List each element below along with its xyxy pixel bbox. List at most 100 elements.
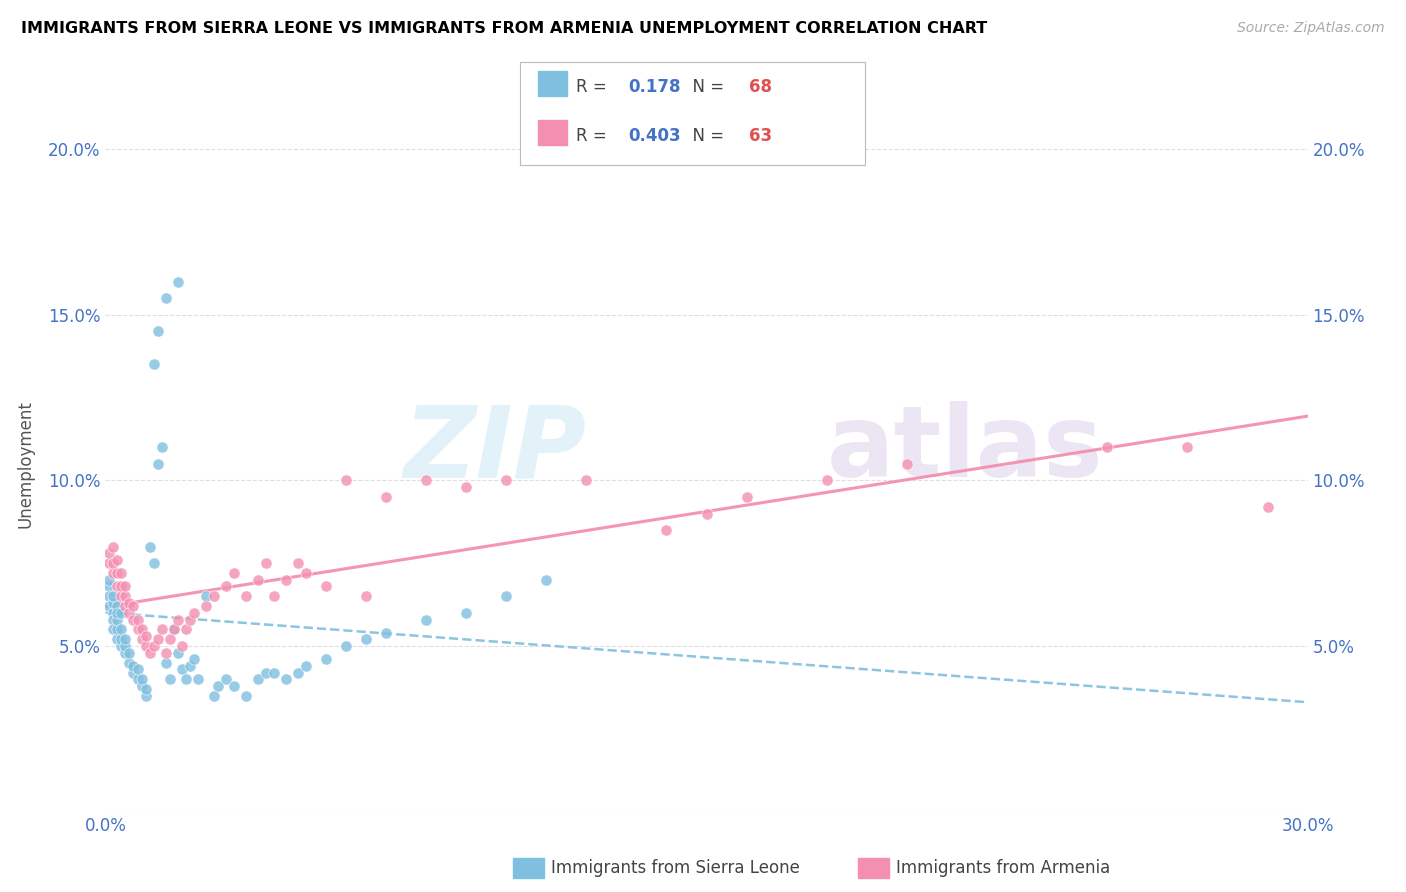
Point [254,665,277,680]
Point [194,590,217,604]
Point [254,556,277,570]
Point [135,682,157,697]
Point [127,672,149,686]
Point [114,639,136,653]
Point [214,579,236,593]
Point [263,665,285,680]
Point [98,599,121,614]
Point [170,662,193,676]
Text: Source: ZipAtlas.com: Source: ZipAtlas.com [1237,21,1385,35]
Point [295,659,318,673]
Point [354,590,377,604]
Point [150,440,173,454]
Text: R =: R = [576,78,613,96]
Point [235,689,257,703]
Text: ZIP: ZIP [404,401,586,499]
Point [135,639,157,653]
Text: Immigrants from Armenia: Immigrants from Armenia [896,859,1109,877]
Point [415,474,437,488]
Point [235,590,257,604]
Point [155,646,177,660]
Point [122,613,145,627]
Point [183,652,205,666]
Point [696,507,718,521]
Point [107,553,129,567]
Text: Immigrants from Sierra Leone: Immigrants from Sierra Leone [551,859,800,877]
Point [214,672,236,686]
Text: 63: 63 [749,128,772,145]
Point [110,632,132,647]
Text: IMMIGRANTS FROM SIERRA LEONE VS IMMIGRANTS FROM ARMENIA UNEMPLOYMENT CORRELATION: IMMIGRANTS FROM SIERRA LEONE VS IMMIGRAN… [21,21,987,36]
Point [114,579,136,593]
Text: N =: N = [682,78,730,96]
Point [135,629,157,643]
Point [454,606,477,620]
Point [1097,440,1119,454]
Point [107,613,129,627]
Point [274,672,297,686]
Point [174,672,197,686]
Point [142,639,165,653]
Point [131,623,153,637]
Point [110,623,132,637]
Point [131,679,153,693]
Point [575,474,598,488]
Point [202,689,225,703]
Point [495,590,517,604]
Point [454,480,477,494]
Text: 68: 68 [749,78,772,96]
Point [155,656,177,670]
Point [194,599,217,614]
Point [354,632,377,647]
Point [179,613,201,627]
Point [207,679,229,693]
Point [107,606,129,620]
Point [202,590,225,604]
Point [107,632,129,647]
Point [222,679,245,693]
Point [146,457,169,471]
Point [98,546,121,560]
Point [146,324,169,338]
Point [131,672,153,686]
Point [103,606,125,620]
Point [118,646,141,660]
Point [98,590,121,604]
Point [103,596,125,610]
Point [155,291,177,305]
Point [315,579,337,593]
Point [150,623,173,637]
Point [162,623,184,637]
Point [107,599,129,614]
Point [114,590,136,604]
Text: R =: R = [576,128,613,145]
Point [159,672,181,686]
Point [315,652,337,666]
Point [815,474,838,488]
Point [335,474,357,488]
Point [263,590,285,604]
Point [415,613,437,627]
Point [655,523,678,537]
Point [103,556,125,570]
Point [107,579,129,593]
Point [495,474,517,488]
Point [103,590,125,604]
Text: 0.403: 0.403 [628,128,681,145]
Point [98,579,121,593]
Y-axis label: Unemployment: Unemployment [17,400,34,528]
Point [534,573,557,587]
Point [170,639,193,653]
Point [114,646,136,660]
Point [107,623,129,637]
Point [138,540,160,554]
Point [110,606,132,620]
Point [146,632,169,647]
Point [118,596,141,610]
Point [246,573,269,587]
Point [138,646,160,660]
Point [287,556,309,570]
Point [1257,500,1279,514]
Point [166,646,188,660]
Point [103,566,125,581]
